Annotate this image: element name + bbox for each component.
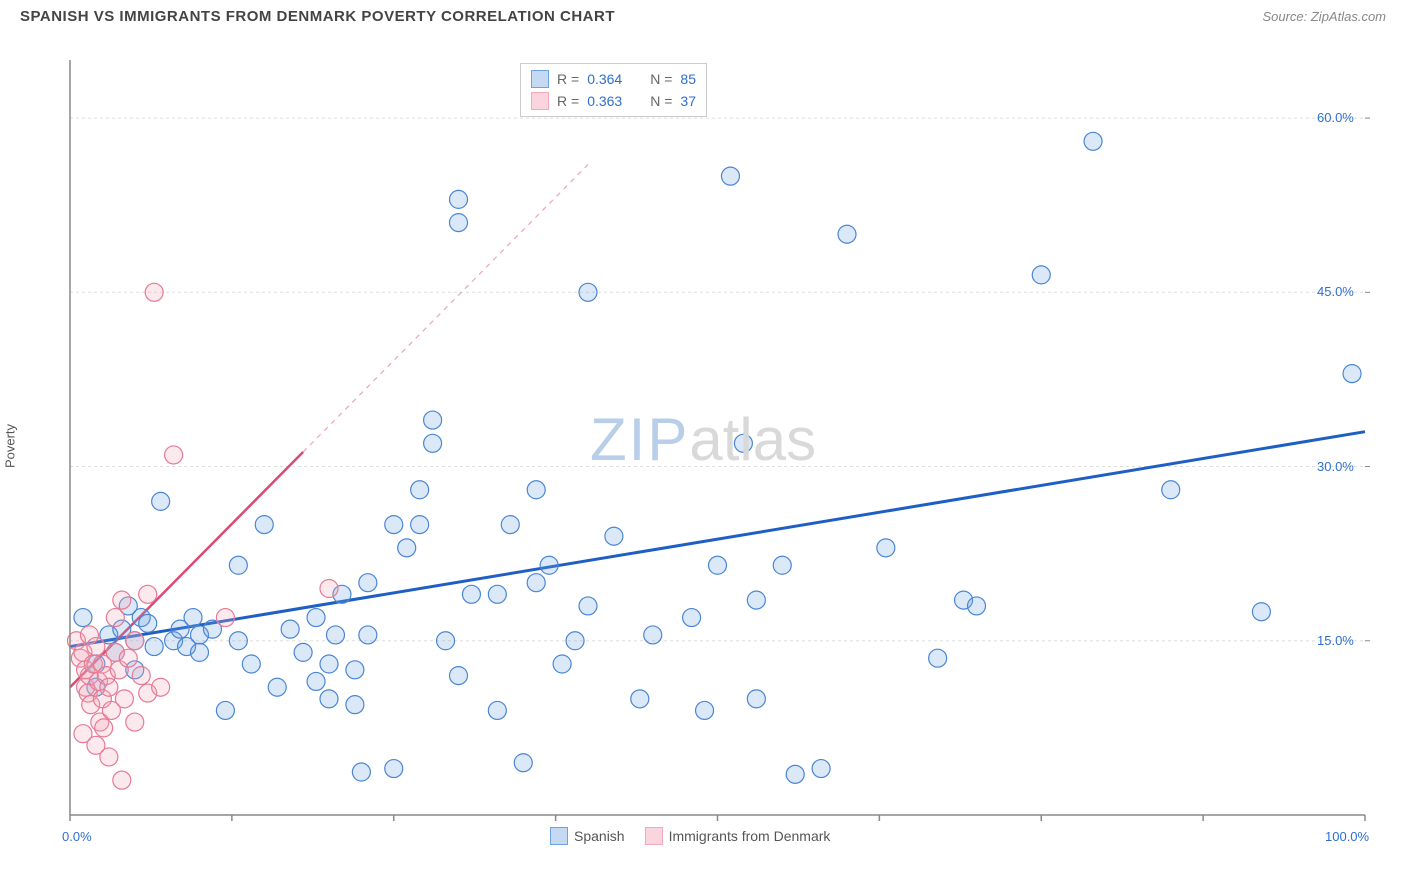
source-label: Source: ZipAtlas.com — [1262, 9, 1386, 24]
y-tick-label: 30.0% — [1317, 459, 1354, 474]
legend-swatch — [531, 92, 549, 110]
correlation-legend: R =0.364N =85R =0.363N =37 — [520, 63, 707, 117]
y-axis-label: Poverty — [3, 424, 18, 468]
series-legend: Spanish Immigrants from Denmark — [550, 827, 830, 845]
legend-swatch — [531, 70, 549, 88]
y-tick-label: 15.0% — [1317, 633, 1354, 648]
page-title: SPANISH VS IMMIGRANTS FROM DENMARK POVER… — [20, 8, 615, 25]
legend-row: R =0.363N =37 — [531, 90, 696, 112]
legend-row: R =0.364N =85 — [531, 68, 696, 90]
legend-item: Immigrants from Denmark — [645, 827, 831, 845]
legend-swatch — [550, 827, 568, 845]
scatter-chart — [50, 45, 1385, 835]
chart-container: ZIPatlas R =0.364N =85R =0.363N =37 Span… — [50, 45, 1385, 835]
legend-item: Spanish — [550, 827, 625, 845]
x-tick-label: 0.0% — [62, 829, 92, 844]
x-tick-label: 100.0% — [1325, 829, 1369, 844]
y-tick-label: 60.0% — [1317, 110, 1354, 125]
y-tick-label: 45.0% — [1317, 284, 1354, 299]
legend-swatch — [645, 827, 663, 845]
